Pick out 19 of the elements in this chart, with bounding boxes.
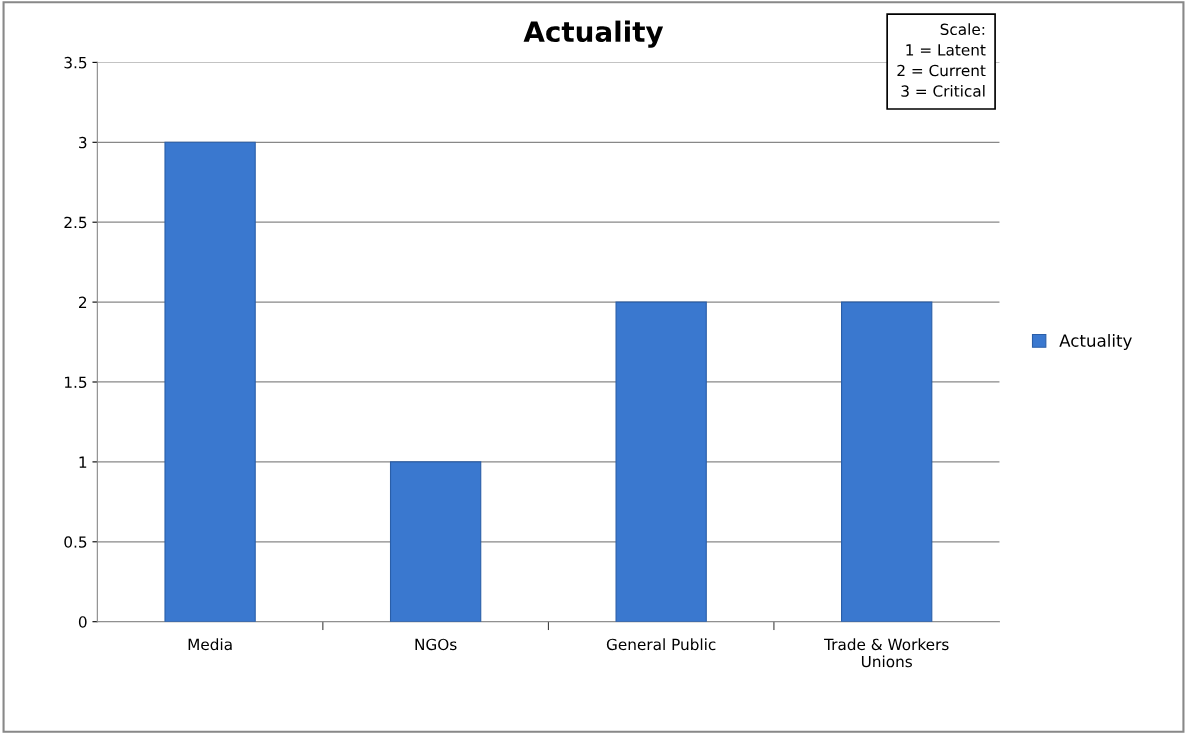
bar <box>389 461 482 622</box>
y-tick-label: 1 <box>79 456 87 468</box>
annotation: Scale: 1 = Latent 2 = Current 3 = Critical <box>897 23 986 97</box>
y-tick-label: 0 <box>78 616 87 628</box>
y-tick-label: 3.5 <box>64 56 87 69</box>
bar <box>164 141 256 622</box>
x-tick-label: NGOs <box>415 638 457 651</box>
y-tick-label: 1.5 <box>64 376 87 389</box>
x-tick-label: Media <box>188 638 232 651</box>
y-tick-label: 2.5 <box>64 216 87 229</box>
x-tick-label: Trade & Workers Unions <box>824 638 949 668</box>
chart-title: Actuality <box>523 20 664 48</box>
y-tick-label: 3 <box>79 136 87 149</box>
y-tick-label: 0.5 <box>64 536 87 548</box>
bar <box>841 301 933 622</box>
y-tick-label: 2 <box>79 296 87 308</box>
bar <box>615 301 707 622</box>
x-tick-label: General Public <box>606 638 716 651</box>
legend-label: Actuality <box>1059 333 1132 351</box>
